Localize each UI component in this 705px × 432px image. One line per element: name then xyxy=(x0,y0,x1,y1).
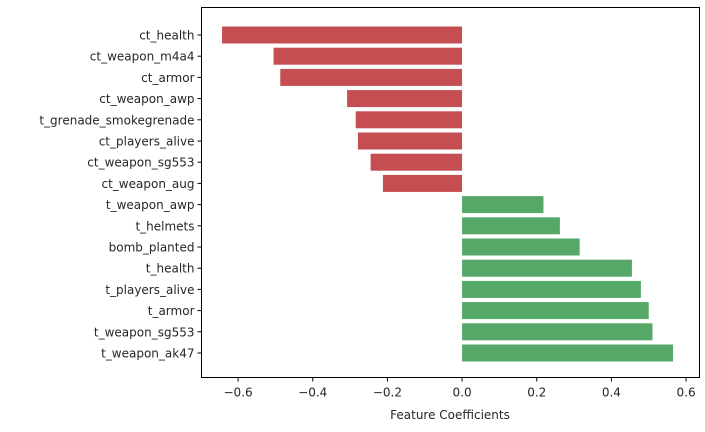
y-tick-label: ct_weapon_sg553 xyxy=(87,156,194,170)
y-tick-label: t_helmets xyxy=(135,219,194,233)
bar-ct-weapon-aug xyxy=(382,174,463,192)
x-tick-label: 0.2 xyxy=(527,386,546,400)
x-axis-ticks: −0.6 −0.4 −0.2 0.0 0.2 0.4 0.6 xyxy=(224,377,696,400)
bar-t-grenade-smokegrenade xyxy=(355,111,463,129)
y-tick-label: t_weapon_awp xyxy=(106,198,195,212)
bar-t-armor xyxy=(462,302,649,320)
y-tick-label: ct_weapon_aug xyxy=(102,177,195,191)
bar-bomb-planted xyxy=(462,238,580,256)
x-tick-label: −0.4 xyxy=(298,386,327,400)
y-tick-label: t_health xyxy=(146,262,195,276)
bar-ct-weapon-m4a4 xyxy=(273,47,463,65)
y-tick-label: t_players_alive xyxy=(105,283,194,297)
bar-ct-weapon-awp xyxy=(347,90,463,108)
bar-ct-health xyxy=(222,26,463,44)
x-axis-title: Feature Coefficients xyxy=(390,408,510,422)
x-tick-label: −0.2 xyxy=(373,386,402,400)
y-tick-label: t_weapon_ak47 xyxy=(101,347,194,361)
bar-t-weapon-sg553 xyxy=(462,323,653,341)
y-tick-label: t_armor xyxy=(148,304,195,318)
x-tick-label: 0.4 xyxy=(602,386,621,400)
x-tick-label: 0.0 xyxy=(453,386,472,400)
y-tick-label: bomb_planted xyxy=(109,241,195,255)
bar-t-weapon-awp xyxy=(462,196,544,214)
y-axis-ticks: ct_health ct_weapon_m4a4 ct_armor ct_weapon… xyxy=(39,29,202,361)
plot-frame xyxy=(201,7,700,378)
y-tick-label: ct_players_alive xyxy=(99,135,195,149)
bar-ct-players-alive xyxy=(357,132,463,150)
y-tick-label: ct_health xyxy=(139,29,194,43)
y-tick-label: ct_weapon_m4a4 xyxy=(90,50,195,64)
y-tick-label: ct_armor xyxy=(141,71,194,85)
y-tick-label: ct_weapon_awp xyxy=(99,92,194,106)
bar-ct-armor xyxy=(280,68,463,86)
bar-t-players-alive xyxy=(462,280,641,298)
bars-group xyxy=(222,26,673,362)
bar-t-health xyxy=(462,259,632,277)
x-tick-label: 0.6 xyxy=(677,386,696,400)
x-tick-label: −0.6 xyxy=(224,386,253,400)
bar-t-weapon-ak47 xyxy=(462,344,673,362)
y-tick-label: t_weapon_sg553 xyxy=(94,325,195,339)
bar-t-helmets xyxy=(462,217,560,235)
y-tick-label: t_grenade_smokegrenade xyxy=(39,113,194,127)
bar-ct-weapon-sg553 xyxy=(370,153,463,171)
